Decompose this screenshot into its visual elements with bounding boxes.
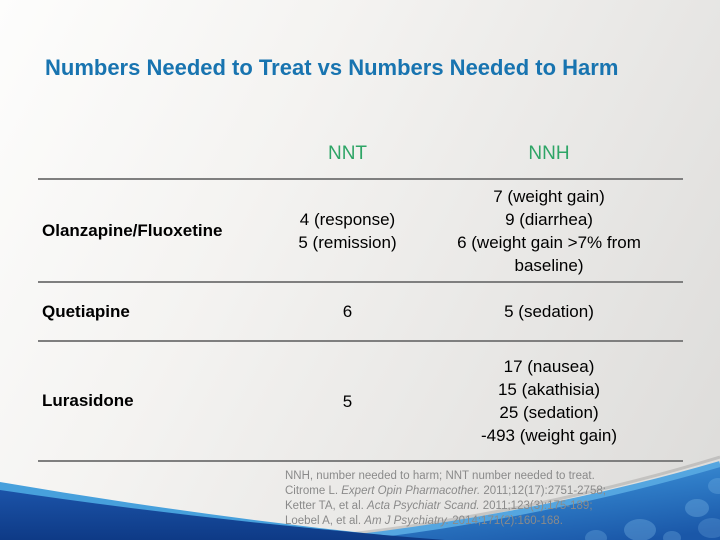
footnote-citation: Citrome L. Expert Opin Pharmacother. 201…: [285, 484, 655, 499]
wave-left-wedge: [0, 490, 445, 540]
citation-authors: Citrome L.: [285, 485, 339, 497]
citation-journal: Expert Opin Pharmacother.: [341, 485, 481, 497]
wave-shadow-arc: [339, 455, 720, 537]
footnote: NNH, number needed to harm; NNT number n…: [285, 469, 655, 529]
citation-journal: Am J Psychiatry.: [364, 515, 450, 527]
bottom-wave-decoration: [0, 455, 720, 540]
footnote-abbreviations: NNH, number needed to harm; NNT number n…: [285, 470, 595, 482]
nnh-value: 17 (nausea) 15 (akathisia) 25 (sedation)…: [415, 341, 683, 462]
header-nnt: NNT: [280, 130, 415, 180]
table-row-quetiapine: Quetiapine 6 5 (sedation): [38, 282, 683, 342]
wave-right-swoosh: [330, 464, 720, 540]
nnt-value: 4 (response) 5 (remission): [280, 179, 415, 283]
drug-name: Lurasidone: [38, 341, 280, 462]
citation-authors: Ketter TA, et al.: [285, 500, 364, 512]
footnote-citation: Loebel A, et al. Am J Psychiatry. 2014;1…: [285, 514, 655, 529]
wave-right-swoosh-edge: [329, 461, 720, 540]
table-row-olanzapine-fluoxetine: Olanzapine/Fluoxetine 4 (response) 5 (re…: [38, 179, 683, 283]
wave-bubbles: [585, 478, 720, 540]
citation-journal: Acta Psychiatr Scand.: [367, 500, 480, 512]
table-header-row: NNT NNH: [38, 130, 683, 180]
header-nnh: NNH: [415, 130, 683, 180]
header-drug-empty: [38, 130, 280, 180]
drug-name: Olanzapine/Fluoxetine: [38, 179, 280, 283]
nnh-value: 5 (sedation): [415, 282, 683, 342]
nnt-value: 5: [280, 341, 415, 462]
slide-title: Numbers Needed to Treat vs Numbers Neede…: [45, 55, 619, 80]
citation-authors: Loebel A, et al.: [285, 515, 362, 527]
table-row-lurasidone: Lurasidone 5 17 (nausea) 15 (akathisia) …: [38, 341, 683, 462]
citation-ref: 2011;12(17):2751-2758;: [483, 485, 606, 497]
nnt-value: 6: [280, 282, 415, 342]
citation-ref: 2014;171(2):160-168.: [452, 515, 563, 527]
nnh-value: 7 (weight gain) 9 (diarrhea) 6 (weight g…: [415, 179, 683, 283]
footnote-citation: Ketter TA, et al. Acta Psychiatr Scand. …: [285, 499, 655, 514]
drug-name: Quetiapine: [38, 282, 280, 342]
citation-ref: 2011;123(3):175-189;: [482, 500, 593, 512]
nnt-nnh-table: NNT NNH Olanzapine/Fluoxetine 4 (respons…: [38, 130, 683, 462]
